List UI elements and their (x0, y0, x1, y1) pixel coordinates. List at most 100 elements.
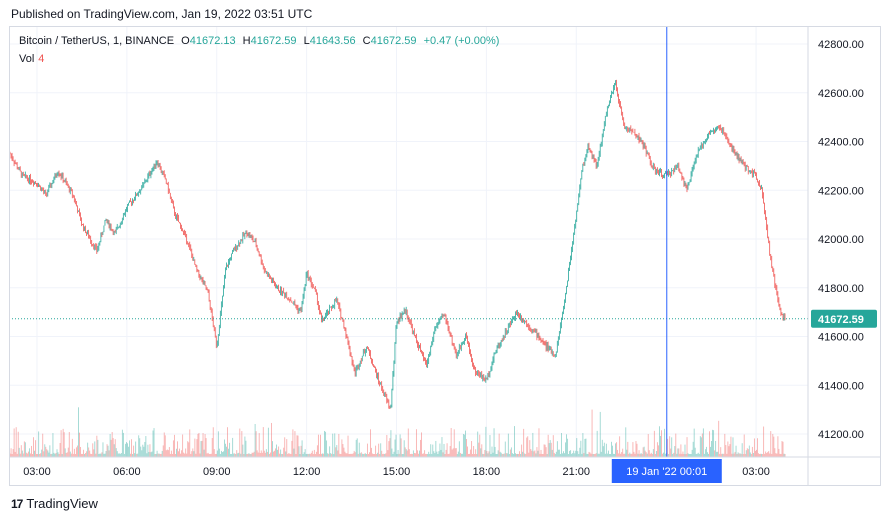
volume-bar (280, 449, 282, 457)
volume-bar (604, 453, 606, 457)
volume-bar (620, 453, 622, 457)
volume-bar (54, 453, 56, 457)
volume-bar (72, 453, 74, 457)
volume-bar (192, 448, 194, 457)
volume-bar (554, 453, 556, 457)
volume-bar (707, 452, 708, 457)
volume-bar (183, 452, 185, 457)
volume-bar (111, 432, 113, 457)
volume-bar (170, 450, 172, 457)
volume-bar (456, 453, 458, 457)
volume-bar (462, 433, 464, 457)
volume-bar (87, 442, 89, 457)
volume-bar (751, 446, 753, 457)
volume-bar (770, 431, 772, 457)
volume-bar (772, 433, 774, 457)
volume-bar (162, 445, 164, 457)
volume-bar (249, 453, 251, 457)
volume-bar (409, 453, 411, 457)
volume-bar (453, 429, 455, 457)
volume-bar (9, 453, 11, 457)
volume-bar (519, 451, 521, 457)
volume-bar (265, 449, 267, 457)
volume-bar (402, 453, 404, 457)
volume-bar (430, 444, 432, 457)
volume-bar (758, 453, 759, 457)
volume-bar (373, 453, 375, 457)
volume-bar (551, 449, 553, 457)
volume-bar (488, 451, 490, 457)
volume-bar (601, 439, 603, 457)
time-axis[interactable]: 03:00 06:00 09:00 12:00 15:00 18:00 21:00 03:00… (9, 456, 881, 483)
volume-bar (526, 437, 528, 457)
volume-bar (154, 453, 156, 457)
volume-bar (537, 450, 539, 457)
volume-bar (359, 453, 361, 457)
volume-bar (51, 453, 53, 457)
volume-bar (218, 448, 220, 457)
volume-bar (533, 451, 535, 457)
volume-bar (606, 453, 608, 457)
volume-bar (268, 453, 270, 457)
volume-bar (37, 453, 39, 457)
volume-bar (306, 453, 308, 457)
volume-bar (414, 453, 416, 457)
volume-bar (67, 447, 69, 457)
volume-bar (612, 445, 613, 457)
volume-bar (281, 453, 283, 457)
volume-bar (322, 453, 323, 457)
volume-bar (62, 428, 64, 457)
volume-bar (723, 453, 725, 457)
volume-bar (632, 442, 634, 457)
volume-bar (224, 439, 225, 457)
volume-bar (696, 453, 698, 457)
price-axis[interactable]: 42800.00 42600.00 42400.00 42200.00 42000.00… (807, 26, 877, 486)
volume-bar (698, 453, 700, 457)
volume-bar (346, 453, 348, 457)
volume-bar (228, 448, 230, 457)
volume-bar (334, 433, 336, 457)
volume-bar (630, 453, 632, 457)
volume-bar (681, 453, 683, 457)
volume-bar (146, 453, 148, 457)
volume-bar (562, 453, 563, 457)
volume-bar (312, 453, 314, 457)
volume-bar (700, 437, 702, 457)
volume-bar (332, 433, 334, 457)
volume-bar (351, 453, 353, 457)
volume-bar (734, 451, 736, 457)
price-tick-label: 42800.00 (818, 39, 864, 51)
volume-bar (308, 453, 310, 457)
volume-bar (10, 448, 12, 457)
volume-bar (684, 444, 686, 457)
volume-bar (269, 452, 271, 457)
volume-bar (327, 453, 329, 457)
volume-bar (171, 453, 173, 457)
volume-bar (270, 422, 272, 457)
volume-bar (686, 437, 688, 457)
volume-bar (211, 438, 213, 457)
volume-bar (726, 453, 728, 457)
volume-bar (301, 440, 303, 457)
volume-bar (59, 442, 61, 457)
volume-bar (84, 453, 86, 457)
volume-bar (248, 453, 250, 457)
price-chart[interactable]: 42800.00 42600.00 42400.00 42200.00 42000.00… (9, 26, 881, 486)
volume-bar (664, 428, 666, 457)
volume-bar (314, 453, 316, 457)
volume-bar (255, 431, 257, 457)
volume-bar (32, 453, 33, 457)
volume-bar (674, 446, 676, 457)
volume-bar (141, 450, 143, 457)
volume-bar (591, 409, 593, 457)
volume-bar (137, 453, 139, 457)
volume-bar (326, 440, 328, 457)
volume-bar (750, 453, 752, 457)
volume-bar (656, 442, 658, 457)
volume-bar (360, 452, 362, 457)
volume-bar (89, 450, 91, 457)
volume-bar (418, 453, 419, 457)
volume-bar (748, 445, 750, 457)
volume-bar (703, 453, 705, 457)
chart-frame (9, 26, 881, 486)
